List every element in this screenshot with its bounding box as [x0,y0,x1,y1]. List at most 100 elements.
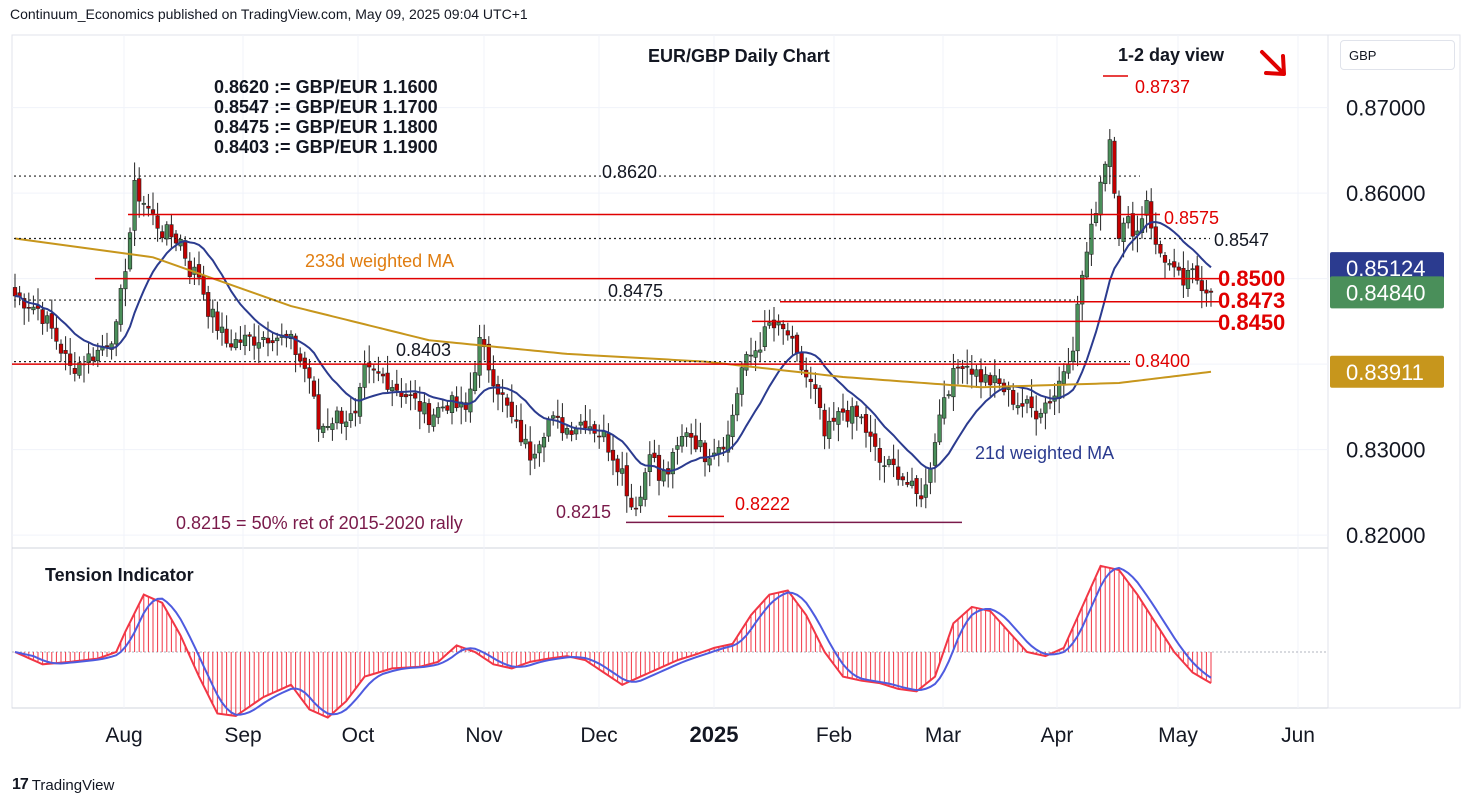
candle-up [477,336,482,376]
candle-down [1153,226,1158,245]
x-tick-label: Nov [465,724,503,747]
candle-up [242,334,248,347]
candle-down [808,378,813,383]
candle-up [983,374,988,383]
candle-up [118,288,123,325]
price-tag [1330,355,1444,388]
candle-up [537,444,542,454]
candle-down [413,392,418,399]
candle-up [321,425,326,433]
candle-up [909,480,915,486]
candle-up [132,180,137,231]
candle-up [739,367,744,395]
candle-down [104,345,110,348]
candle-up [1089,223,1094,255]
candle-up [1015,405,1020,409]
candle-down [555,415,560,418]
price-tag [1330,252,1444,285]
candle-down [215,311,220,331]
candle-down [298,353,303,362]
candle-down [652,452,657,458]
x-tick-label: Jun [1281,724,1315,747]
candle-down [873,433,878,447]
currency-selector[interactable]: GBP [1340,40,1455,70]
candle-down [610,449,616,461]
candle-up [422,402,427,415]
x-tick-label: Mar [925,724,961,747]
candle-up [551,415,556,419]
candle-down [445,405,450,411]
candle-down [58,343,64,354]
candle-up [647,454,652,472]
candle-up [431,414,436,427]
candle-up [1126,216,1131,224]
candle-up [77,362,82,376]
candle-down [1047,401,1053,404]
candle-up [578,421,583,426]
candle-up [532,453,537,459]
candle-up [661,470,666,482]
candle-down [702,442,708,463]
candle-down [54,327,59,342]
level-0.8620-label: 0.8620 [602,162,657,182]
price-axis-frame [1327,34,1461,709]
candle-up [1024,399,1030,404]
candle-down [500,392,505,395]
arrow-shaft [1260,50,1284,74]
candle-up [638,496,643,507]
candle-down [1034,410,1039,420]
candle-down [385,372,390,390]
candle-up [928,468,933,483]
candle-down [394,383,399,391]
candle-up [762,326,767,347]
candle-down [560,417,565,434]
candle-down [22,298,27,309]
candle-up [334,410,340,424]
candle-down [997,378,1002,384]
candle-down [1199,280,1204,292]
candle-up [109,343,114,350]
level-0.8215-label: 0.8215 [556,502,611,522]
candle-up [564,428,570,435]
candle-down [12,287,18,297]
candle-up [45,315,50,324]
candle-down [229,343,234,348]
level-0.8500-label: 0.8500 [1218,266,1285,291]
y-tick-label: 0.83000 [1346,438,1426,463]
ma233-label: 233d weighted MA [305,251,454,271]
candle-down [1176,266,1181,271]
conversion-note: 0.8547 := GBP/EUR 1.1700 [214,97,438,117]
candle-up [758,349,763,353]
candle-up [127,232,133,270]
candle-down [371,368,376,371]
candle-down [955,366,961,369]
candle-up [1066,364,1071,374]
candle-down [785,330,790,336]
footer-brand[interactable]: 17 TradingView [12,776,114,794]
candle-down [919,495,924,500]
candle-up [210,308,215,318]
candle-down [896,466,901,480]
candle-up [330,423,335,430]
tradingview-logo-icon: 17 [12,776,29,793]
candle-down [629,497,634,508]
candle-down [155,215,160,229]
candle-down [238,339,243,343]
x-tick-label: Dec [580,724,617,747]
candle-up [882,465,887,467]
price-tag-label: 0.84840 [1346,280,1426,305]
level-0.8575-label: 0.8575 [1164,208,1219,228]
candle-up [951,368,956,398]
candle-down [183,240,188,259]
candle-up [325,426,330,428]
candle-up [1139,218,1145,233]
candle-down [224,328,229,344]
candle-down [146,205,151,209]
y-tick-label: 0.87000 [1346,96,1426,121]
candle-down [417,401,422,412]
candle-down [196,264,202,278]
candle-down [270,340,275,344]
candle-down [624,465,629,497]
candle-down [40,309,45,324]
